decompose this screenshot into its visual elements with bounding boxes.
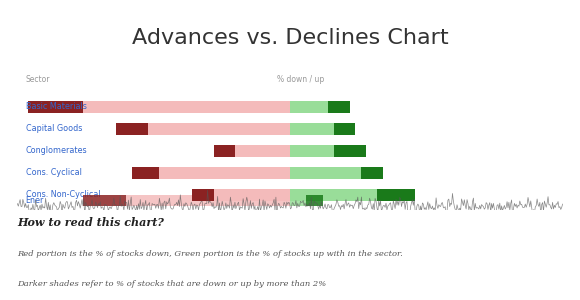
Bar (377, 188, 415, 201)
Text: Cons. Cyclical: Cons. Cyclical (26, 168, 81, 177)
Text: Ener: Ener (26, 196, 44, 205)
Bar (28, 100, 83, 112)
Text: Sector: Sector (26, 74, 50, 83)
Bar (159, 167, 290, 178)
Text: % down / up: % down / up (277, 74, 325, 83)
Bar (290, 188, 377, 201)
Bar (361, 167, 383, 178)
Text: Red portion is the % of stocks down, Green portion is the % of stocks up with in: Red portion is the % of stocks down, Gre… (17, 250, 403, 258)
Bar (306, 195, 322, 206)
Bar (213, 188, 290, 201)
Bar (115, 122, 148, 135)
Text: Darker shades refer to % of stocks that are down or up by more than 2%: Darker shades refer to % of stocks that … (17, 280, 327, 288)
Bar (83, 195, 126, 206)
Bar (328, 100, 350, 112)
Bar (290, 145, 334, 157)
Text: Capital Goods: Capital Goods (26, 124, 82, 133)
Text: Basic Materials: Basic Materials (26, 102, 86, 111)
Bar (132, 167, 159, 178)
Text: Conglomerates: Conglomerates (26, 146, 87, 155)
Bar (290, 100, 328, 112)
Bar (148, 122, 290, 135)
Text: Advances vs. Declines Chart: Advances vs. Declines Chart (132, 28, 448, 48)
Bar (192, 188, 213, 201)
Bar (290, 122, 334, 135)
Bar (290, 167, 361, 178)
Text: Cons. Non-Cyclical: Cons. Non-Cyclical (26, 190, 100, 199)
Bar (290, 195, 306, 206)
Bar (334, 145, 367, 157)
Bar (235, 145, 290, 157)
Bar (213, 145, 235, 157)
Bar (126, 195, 290, 206)
Bar (334, 122, 356, 135)
Text: How to read this chart?: How to read this chart? (17, 217, 164, 228)
Bar (83, 100, 290, 112)
